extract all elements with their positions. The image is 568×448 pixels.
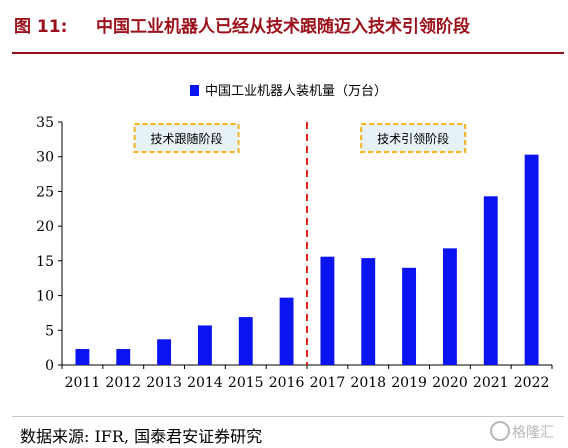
y-tick-label: 0 bbox=[45, 358, 54, 374]
bar bbox=[75, 349, 90, 365]
bar bbox=[483, 196, 498, 365]
chart-legend: 中国工业机器人装机量（万台） bbox=[190, 84, 387, 99]
phase-label-lead-box bbox=[360, 123, 467, 153]
y-tick-label: 35 bbox=[36, 115, 54, 131]
bar bbox=[442, 248, 457, 365]
x-tick-label: 2014 bbox=[187, 375, 223, 391]
y-tick-label: 15 bbox=[36, 254, 54, 270]
bar bbox=[157, 339, 172, 365]
legend-label: 中国工业机器人装机量（万台） bbox=[205, 84, 387, 99]
y-tick-label: 10 bbox=[36, 289, 54, 305]
x-tick-label: 2011 bbox=[65, 375, 101, 391]
legend-swatch bbox=[190, 85, 199, 96]
x-tick-label: 2018 bbox=[350, 375, 386, 391]
bar-chart: 中国工业机器人装机量（万台） 0 5 10 15 20 25 30 35 2011 2012 201… bbox=[36, 84, 553, 391]
bar bbox=[320, 256, 335, 365]
figure-header: 图 11: 中国工业机器人已经从技术跟随迈入技术引领阶段 bbox=[0, 0, 568, 58]
x-tick-label: 2019 bbox=[391, 375, 427, 391]
bar bbox=[524, 154, 539, 365]
watermark-logo: 格隆汇 bbox=[490, 421, 554, 441]
x-tick-label: 2020 bbox=[432, 375, 468, 391]
x-tick-label: 2021 bbox=[473, 375, 509, 391]
figure-title: 中国工业机器人已经从技术跟随迈入技术引领阶段 bbox=[96, 17, 470, 37]
phase-label-lead: 技术引领阶段 bbox=[377, 131, 449, 146]
bar bbox=[238, 317, 253, 365]
bar bbox=[116, 349, 131, 365]
source-note: 数据来源: IFR, 国泰君安证券研究 bbox=[20, 427, 263, 446]
footer-rule bbox=[12, 416, 564, 417]
x-tick-label: 2017 bbox=[310, 375, 346, 391]
bar bbox=[402, 267, 417, 365]
x-tick-label: 2012 bbox=[105, 375, 141, 391]
chart-annotations: 技术跟随阶段 技术引领阶段 bbox=[133, 122, 467, 365]
y-tick-label: 25 bbox=[36, 184, 54, 200]
bar bbox=[361, 258, 376, 365]
chart-bars bbox=[75, 154, 539, 365]
x-tick-label: 2015 bbox=[228, 375, 264, 391]
chart-axes: 0 5 10 15 20 25 30 35 2011 2012 2013 2014 2015 2016 20… bbox=[36, 115, 553, 391]
x-tick-label: 2016 bbox=[269, 375, 305, 391]
y-tick-label: 30 bbox=[36, 150, 54, 166]
bar bbox=[197, 325, 212, 365]
y-tick-label: 20 bbox=[36, 219, 54, 235]
header-rule bbox=[12, 52, 564, 54]
figure-label: 图 11: bbox=[14, 17, 68, 37]
phase-label-follow: 技术跟随阶段 bbox=[151, 131, 223, 146]
x-tick-label: 2022 bbox=[514, 375, 550, 391]
phase-label-follow-box bbox=[133, 123, 240, 153]
x-tick-label: 2013 bbox=[146, 375, 182, 391]
bar bbox=[279, 297, 294, 365]
svg-text:格隆汇: 格隆汇 bbox=[512, 425, 554, 441]
y-tick-label: 5 bbox=[45, 323, 54, 339]
